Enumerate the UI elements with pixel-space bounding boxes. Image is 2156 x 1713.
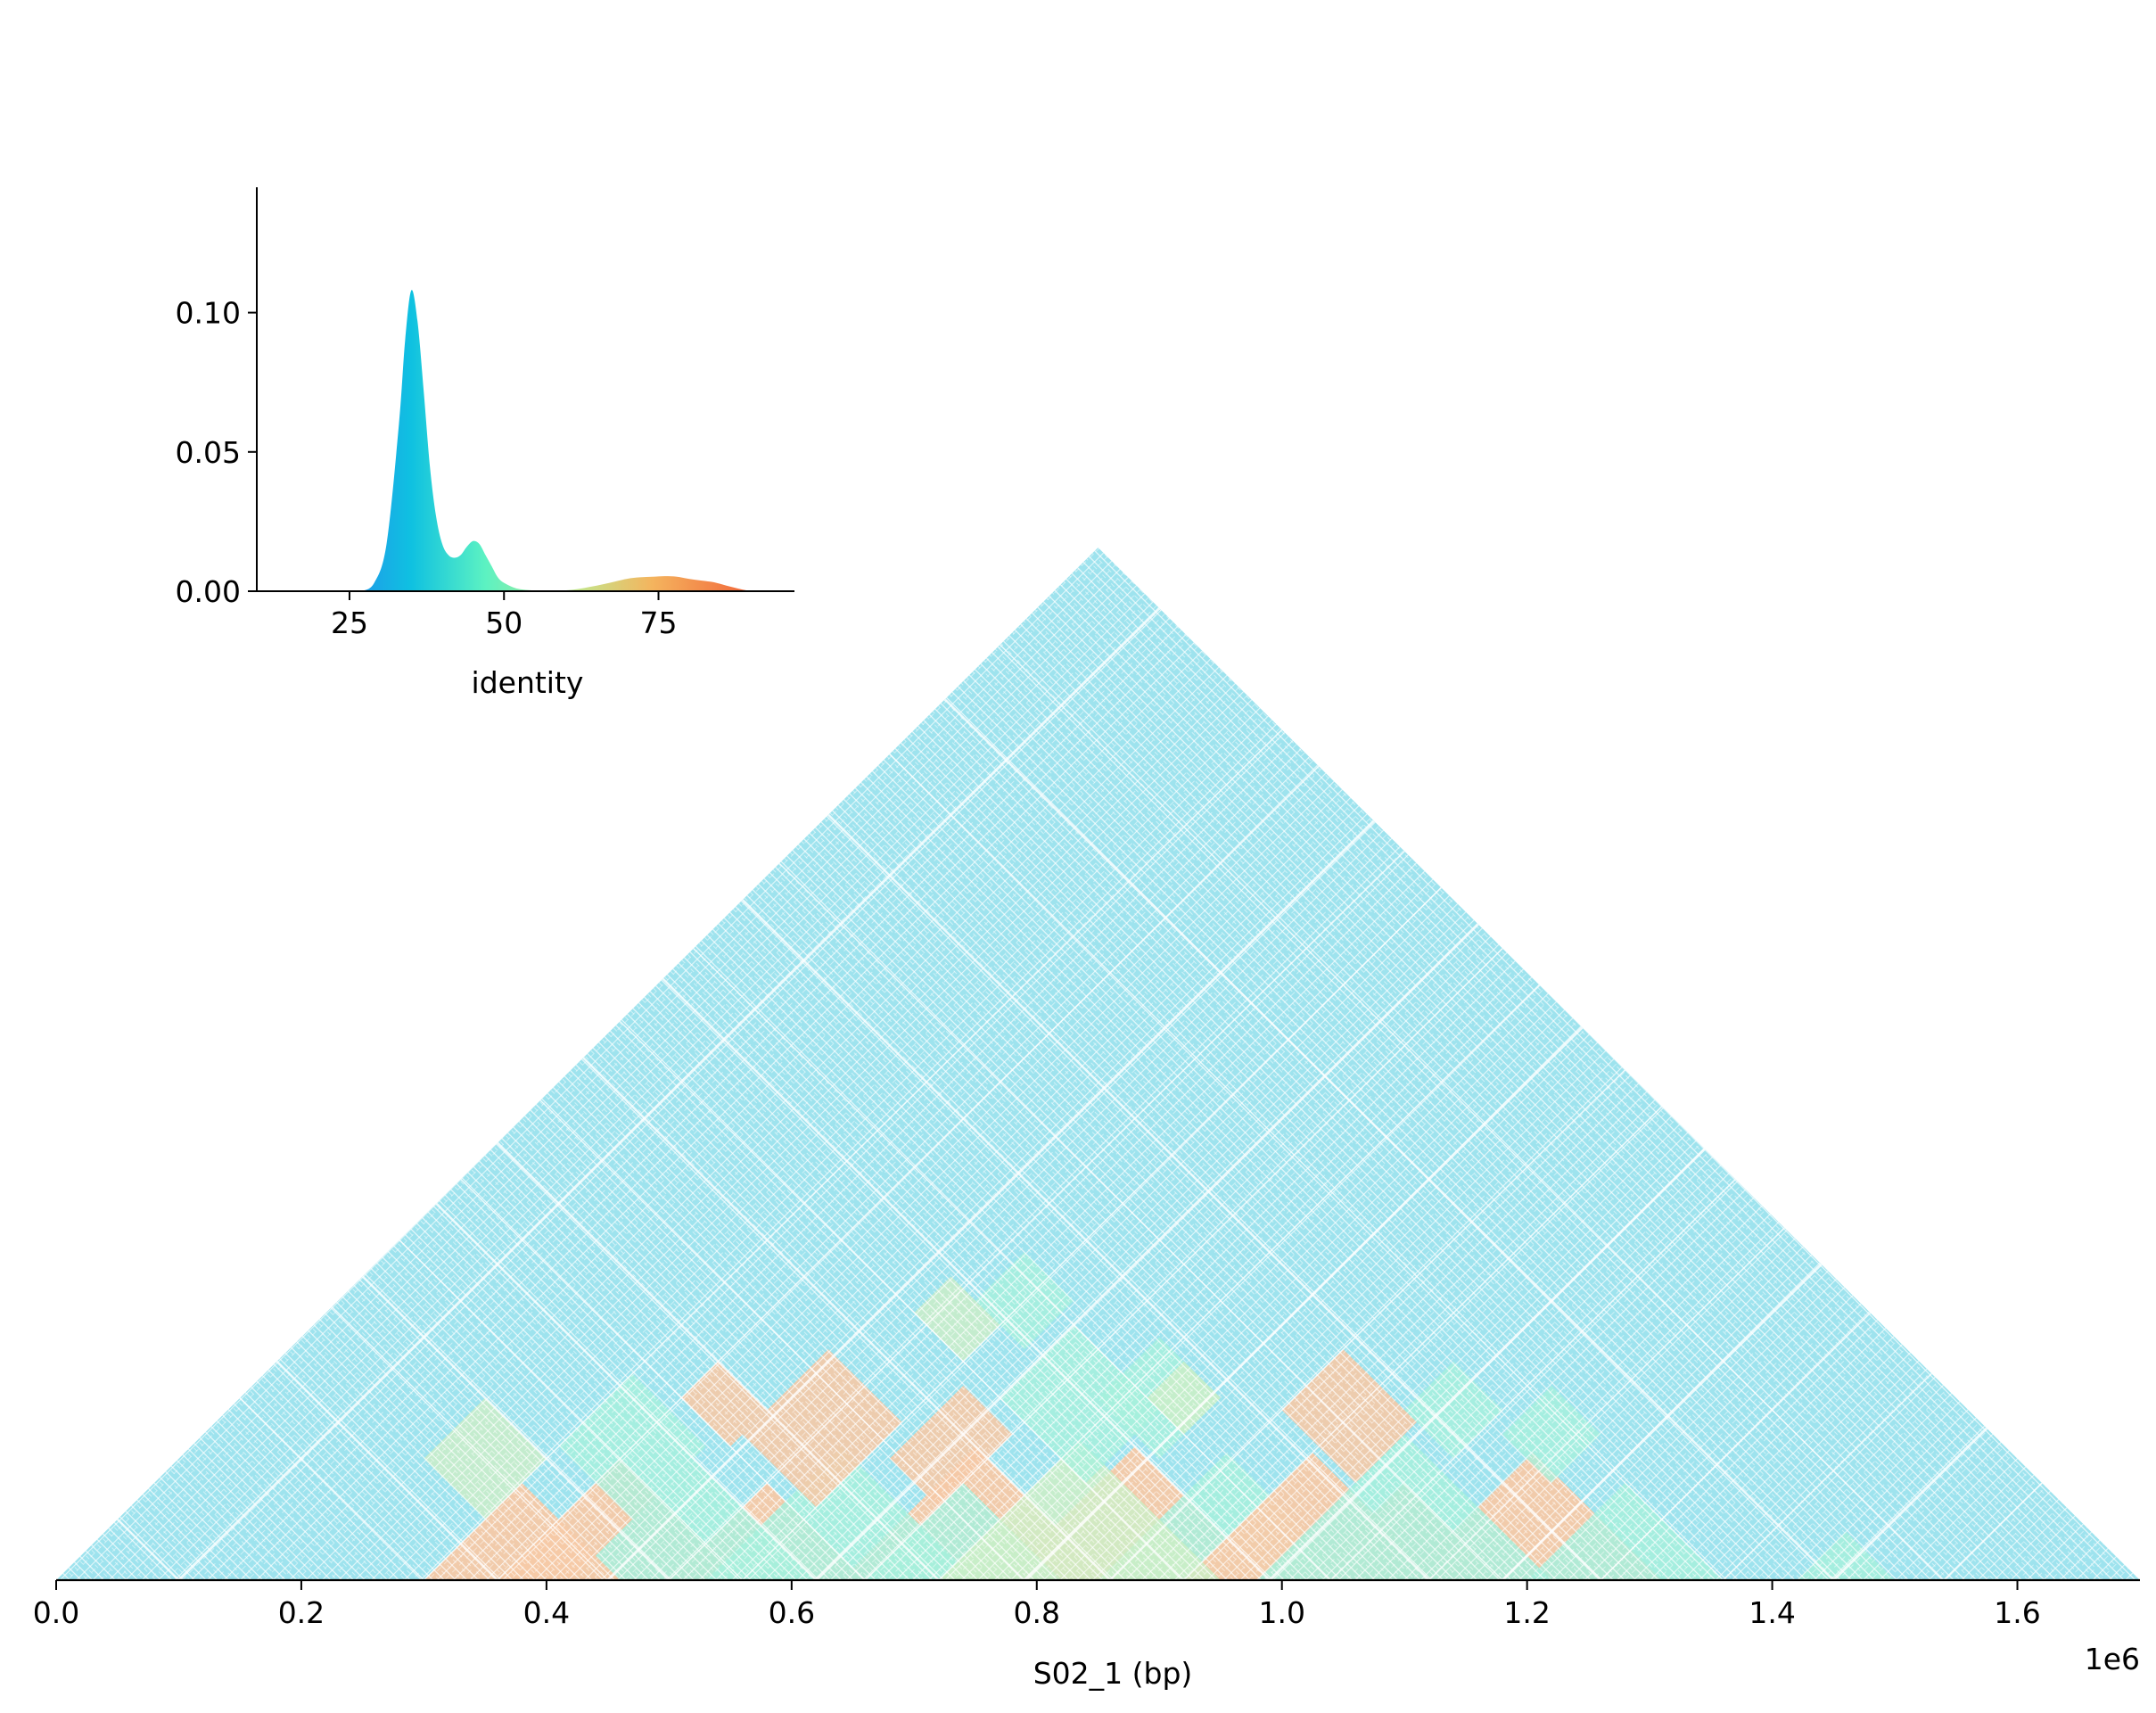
gap-line — [827, 813, 1602, 1580]
gap-line — [497, 1141, 940, 1580]
gap-line — [619, 1020, 1185, 1580]
gap-line — [423, 729, 1283, 1580]
inset-x-tick-label: 50 — [485, 605, 523, 640]
gap-line — [1023, 1026, 1584, 1580]
gap-line — [361, 1275, 671, 1580]
alignment-gaps — [116, 607, 2043, 1580]
inset-x-tick-label: 25 — [331, 605, 368, 640]
gap-line — [1832, 1427, 1988, 1580]
inset-y-tick-label: 0.05 — [176, 435, 241, 470]
gap-line — [460, 1178, 866, 1580]
gap-line — [1943, 1482, 2043, 1580]
inset-x-tick-label: 75 — [640, 605, 678, 640]
inset-x-ticks: 25 50 75 — [331, 591, 678, 640]
gap-line — [1183, 1106, 1663, 1580]
gap-line — [662, 977, 1271, 1580]
gap-line — [1109, 1069, 1626, 1580]
identity-heatmap — [56, 548, 2140, 1580]
texture-layer-2 — [56, 548, 2140, 1580]
gap-line — [668, 851, 1405, 1580]
identity-density-inset: 25 50 75 0.00 0.05 0.10 identity — [176, 187, 794, 700]
gap-line — [582, 1057, 1112, 1580]
gap-line — [435, 1202, 818, 1580]
main-x-tick-label: 1.4 — [1749, 1595, 1795, 1630]
gap-line — [606, 819, 1375, 1580]
gap-line — [1428, 1227, 1785, 1580]
gap-line — [539, 1099, 1025, 1580]
main-x-tick-label: 1.2 — [1503, 1595, 1550, 1630]
main-x-tick-label: 0.2 — [278, 1595, 325, 1630]
main-x-tick-label: 0.0 — [33, 1595, 79, 1630]
gap-line — [497, 765, 1320, 1580]
main-x-axis: 0.0 0.2 0.4 0.6 0.8 1.0 1.2 1.4 1.6 S02_1 (bp) 1… — [33, 1578, 2140, 1691]
main-x-tick-label: 1.6 — [1994, 1595, 2040, 1630]
gap-line — [331, 1305, 609, 1580]
gap-line — [1723, 1372, 1932, 1580]
inset-y-tick-label: 0.10 — [176, 296, 241, 331]
main-x-offset-label: 1e6 — [2085, 1642, 2140, 1676]
main-x-tick-label: 0.6 — [769, 1595, 815, 1630]
density-area — [361, 290, 752, 591]
gap-line — [239, 1397, 424, 1580]
gap-line — [1268, 1148, 1707, 1580]
gap-line — [693, 948, 1332, 1580]
gap-line — [116, 1518, 180, 1580]
gap-line — [1600, 1312, 1872, 1580]
gap-line — [1502, 1263, 1823, 1580]
inset-x-axis-label: identity — [472, 665, 584, 700]
main-x-tick-label: 1.0 — [1258, 1595, 1304, 1630]
inset-y-tick-label: 0.00 — [176, 574, 241, 609]
gap-line — [778, 862, 1503, 1580]
main-x-ticks: 0.0 0.2 0.4 0.6 0.8 1.0 1.2 1.4 1.6 — [33, 1580, 2041, 1630]
gap-line — [1000, 644, 1945, 1580]
gap-line — [889, 754, 1724, 1580]
gap-line — [1330, 1178, 1736, 1580]
main-x-tick-label: 0.4 — [523, 1595, 570, 1630]
heatmap-texture — [56, 548, 2140, 1580]
inset-y-ticks: 0.00 0.05 0.10 — [176, 296, 257, 609]
gap-line — [741, 899, 1430, 1580]
gap-line — [177, 607, 1161, 1580]
gap-line — [943, 698, 1835, 1580]
gap-line — [276, 1360, 498, 1580]
gap-line — [399, 1239, 744, 1580]
main-x-axis-label: S02_1 (bp) — [1033, 1656, 1193, 1691]
gap-line — [742, 886, 1442, 1580]
gap-line — [938, 984, 1540, 1580]
gap-line — [815, 923, 1479, 1580]
main-x-tick-label: 0.8 — [1014, 1595, 1060, 1630]
